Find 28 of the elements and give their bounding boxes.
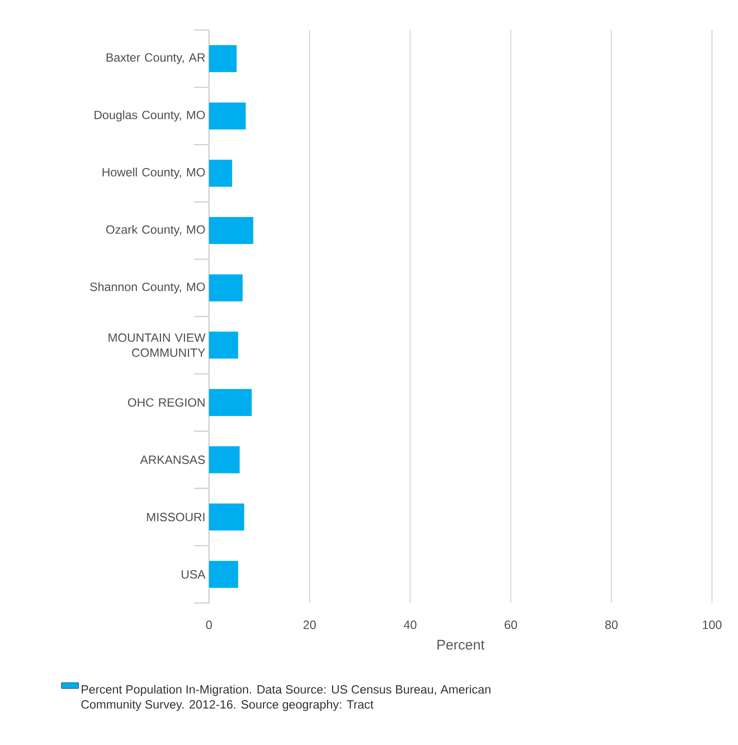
x-tick-label: 60	[504, 620, 517, 630]
bar	[208, 274, 243, 302]
bar	[208, 332, 238, 359]
bar	[208, 102, 246, 130]
x-tick-label: 80	[605, 620, 618, 630]
bar	[208, 217, 254, 244]
bar	[208, 446, 240, 474]
bar	[208, 45, 237, 72]
x-axis-title: Percent	[438, 640, 485, 650]
bar	[208, 388, 252, 416]
y-tick-label: Howell County, MO	[102, 168, 205, 179]
y-tick-label: Baxter County, AR	[106, 53, 205, 64]
x-tick-label: 100	[702, 620, 722, 630]
x-tick-label: 40	[404, 620, 416, 630]
bar	[208, 504, 244, 531]
x-tick-label: 0	[206, 620, 212, 630]
bar	[208, 160, 232, 187]
y-tick-label: Ozark County, MO	[106, 224, 205, 236]
y-tick-label: Shannon County, MO	[90, 282, 205, 294]
legend-label: Percent Population In-Migration. Data Source: US Census Bureau, American Community Survey. 2012-16. Source geography: Tract	[81, 684, 490, 712]
y-tick-label: ARKANSAS	[140, 456, 205, 464]
y-tick-label: MOUNTAIN VIEW COMMUNITY	[108, 333, 206, 357]
y-tick-label: OHC REGION	[128, 398, 204, 407]
y-tick-label: Douglas County, MO	[94, 110, 205, 122]
bar	[208, 560, 238, 588]
y-tick-label: MISSOURI	[147, 512, 204, 522]
x-tick-label: 20	[304, 620, 316, 630]
y-tick-label: USA	[182, 570, 206, 579]
